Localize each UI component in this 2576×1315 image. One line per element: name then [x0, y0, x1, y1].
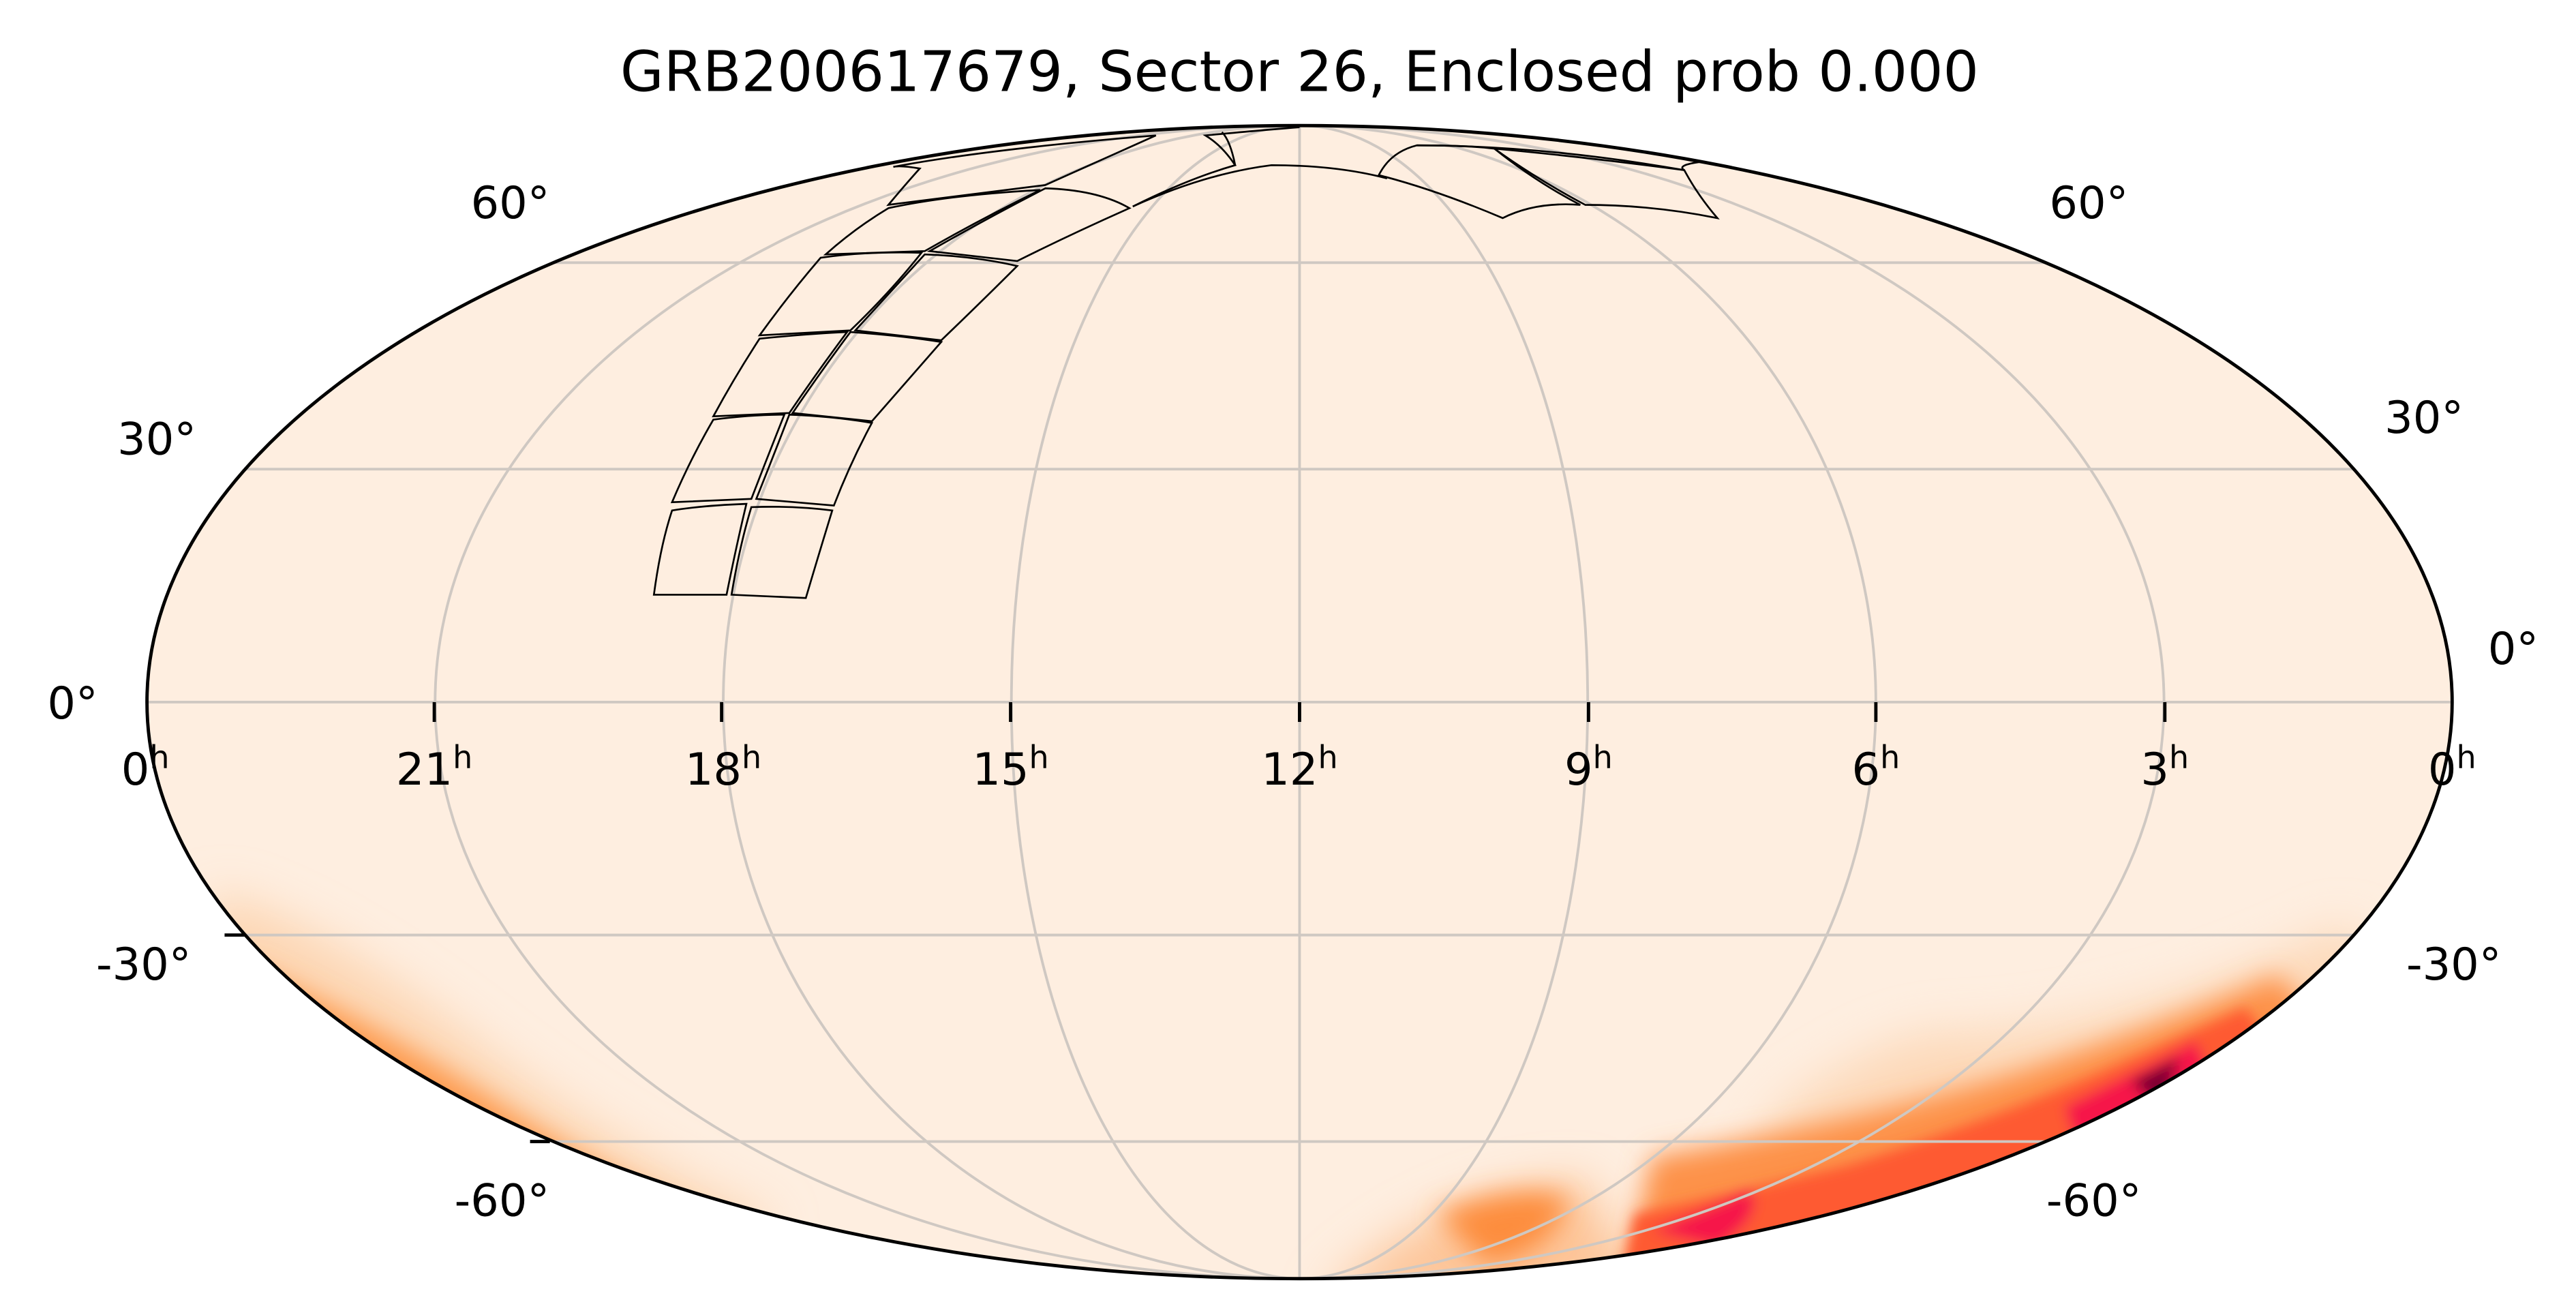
ra-label: 9h — [1564, 739, 1613, 796]
dec-label: -30° — [96, 939, 192, 991]
dec-label: 0° — [47, 678, 97, 729]
ccd-tile — [730, 506, 834, 599]
ra-label: 21h — [396, 739, 472, 796]
ra-label: 18h — [685, 739, 761, 796]
ccd-tile — [1132, 126, 1300, 208]
dec-label: 30° — [2384, 392, 2464, 444]
ccd-tile — [823, 189, 1041, 256]
ra-tick-marks — [224, 701, 2167, 1143]
ccd-tile — [670, 413, 786, 504]
dec-axis-labels-left: 60° 30° 0° -30° -60° — [47, 177, 549, 1227]
dec-axis-labels-right: 60° 30° 0° -30° -60° — [2046, 177, 2539, 1227]
ccd-tile — [886, 134, 1157, 207]
dec-label: -60° — [455, 1175, 550, 1227]
ra-label: 0h — [121, 739, 170, 796]
ccd-tile — [1491, 147, 1720, 220]
ccd-tile — [1221, 131, 1237, 166]
ra-label: 3h — [2140, 739, 2189, 796]
dec-label: 0° — [2488, 623, 2539, 675]
chart-title: GRB200617679, Sector 26, Enclosed prob 0… — [620, 40, 1979, 104]
ccd-tile — [1416, 144, 1685, 171]
ra-label: 0h — [2428, 739, 2476, 796]
ccd-tile — [926, 187, 1132, 262]
ccd-tile — [853, 253, 1019, 342]
dec-label: 60° — [2049, 177, 2128, 229]
ra-label: 6h — [1851, 739, 1900, 796]
sky-map — [145, 123, 2454, 1281]
ccd-tile — [712, 331, 849, 418]
tess-sector-footprint — [652, 126, 1720, 599]
ra-axis-labels: 0h 21h 18h 15h 12h 9h 6h 3h 0h — [121, 739, 2476, 796]
dec-label: 60° — [471, 177, 550, 229]
ra-label: 15h — [972, 739, 1048, 796]
dec-label: 30° — [117, 413, 196, 465]
ra-label: 12h — [1261, 739, 1337, 796]
ccd-tile — [1132, 164, 1388, 208]
dec-label: -30° — [2406, 939, 2502, 991]
dec-label: -60° — [2046, 1175, 2142, 1227]
ccd-tile — [652, 502, 748, 596]
map-border — [145, 123, 2454, 1281]
